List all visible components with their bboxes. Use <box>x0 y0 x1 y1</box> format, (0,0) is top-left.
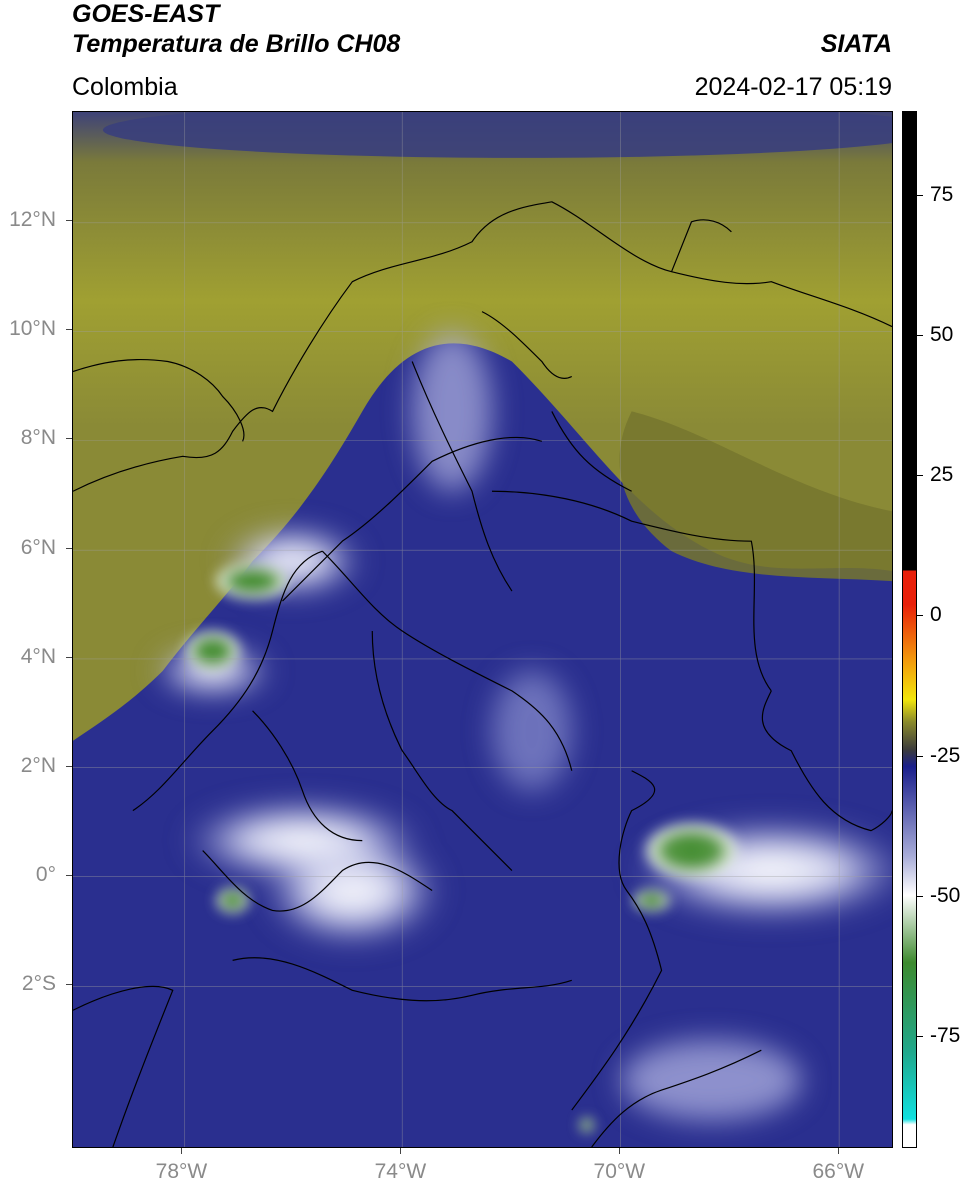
colorbar-tick-mark <box>917 895 923 897</box>
warm-east-band <box>619 411 892 582</box>
colorbar-tick-label: 0 <box>930 603 942 627</box>
lat-tick-label: 0° <box>35 863 56 887</box>
lon-tick-label: 74°W <box>374 1160 427 1183</box>
colorbar-tick-label: 50 <box>930 323 954 347</box>
lat-tick-mark <box>66 329 72 331</box>
colorbar-tick-mark <box>917 195 923 197</box>
lon-tick-mark <box>838 1148 840 1154</box>
lon-tick-label: 78°W <box>155 1160 208 1183</box>
colorbar <box>902 111 917 1148</box>
lat-tick-label: 2°S <box>21 972 56 996</box>
lat-tick-mark <box>66 765 72 767</box>
dark-top-band <box>103 112 892 158</box>
colorbar-tick-label: 75 <box>930 183 954 207</box>
very-cold-cores <box>182 561 742 1134</box>
lon-tick-label: 70°W <box>593 1160 646 1183</box>
product-subtitle: Temperatura de Brillo CH08 <box>72 30 401 58</box>
product-title: GOES-EAST <box>72 0 220 28</box>
timestamp-label: 2024-02-17 05:19 <box>694 73 892 101</box>
colorbar-tick-label: -75 <box>930 1023 961 1047</box>
lat-tick-label: 12°N <box>9 208 56 232</box>
colorbar-tick-mark <box>917 1035 923 1037</box>
lat-tick-label: 10°N <box>9 317 56 341</box>
lat-tick-mark <box>66 875 72 877</box>
lon-tick-mark <box>619 1148 621 1154</box>
colorbar-tick-label: 25 <box>930 463 954 487</box>
warm-region <box>73 112 892 741</box>
map-canvas <box>73 112 892 1147</box>
region-label: Colombia <box>72 73 178 101</box>
lat-tick-mark <box>66 984 72 986</box>
lat-tick-label: 4°N <box>20 644 56 668</box>
lon-tick-mark <box>181 1148 183 1154</box>
lat-tick-mark <box>66 438 72 440</box>
lon-tick-mark <box>400 1148 402 1154</box>
colorbar-tick-label: -25 <box>930 743 961 767</box>
lat-tick-label: 6°N <box>20 535 56 559</box>
lon-tick-label: 66°W <box>812 1160 865 1183</box>
colorbar-tick-mark <box>917 335 923 337</box>
lat-tick-label: 8°N <box>20 426 56 450</box>
coastlines-and-borders <box>73 201 892 1147</box>
satellite-map[interactable] <box>72 111 893 1148</box>
lat-tick-mark <box>66 220 72 222</box>
colorbar-tick-label: -50 <box>930 883 961 907</box>
lat-tick-label: 2°N <box>20 753 56 777</box>
colorbar-tick-mark <box>917 475 923 477</box>
colorbar-tick-mark <box>917 615 923 617</box>
colorbar-tick-mark <box>917 755 923 757</box>
lat-tick-mark <box>66 547 72 549</box>
lat-tick-mark <box>66 656 72 658</box>
graticule <box>73 112 892 1147</box>
organization-label: SIATA <box>820 30 892 58</box>
